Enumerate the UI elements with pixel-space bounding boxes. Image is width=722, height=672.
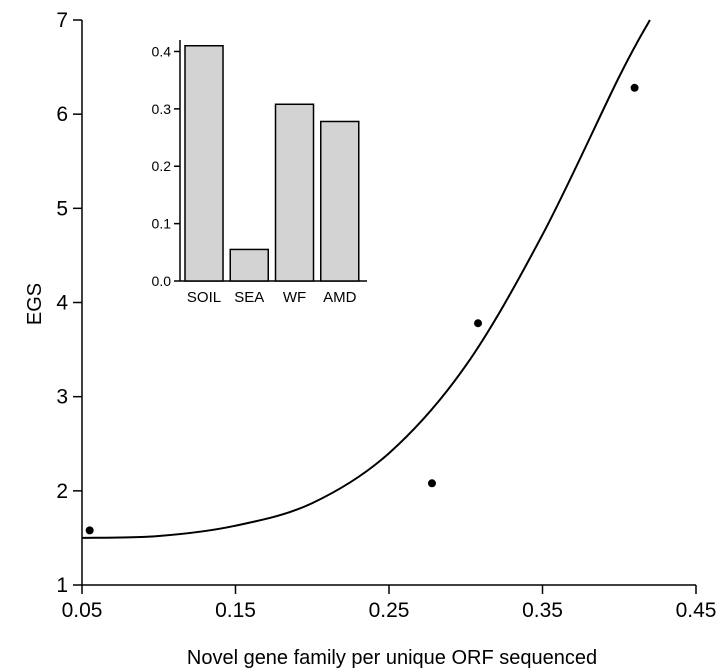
main-x-ticks: 0.05 0.15 0.25 0.35 0.45 bbox=[62, 585, 717, 622]
main-x-tick-label: 0.05 bbox=[62, 599, 103, 622]
main-y-tick-label: 6 bbox=[56, 103, 68, 126]
inset-bar-chart: 0.0 0.1 0.2 0.3 0.4 SOIL SEA WF AMD bbox=[152, 40, 367, 306]
main-y-tick-label: 2 bbox=[56, 480, 68, 503]
main-x-tick-label: 0.15 bbox=[215, 599, 256, 622]
data-point bbox=[474, 319, 483, 328]
main-y-tick-label: 1 bbox=[56, 574, 68, 597]
inset-bar-soil bbox=[184, 44, 224, 282]
main-y-tick-label: 4 bbox=[56, 292, 68, 315]
data-point bbox=[85, 526, 94, 535]
main-y-tick-label: 3 bbox=[56, 386, 68, 409]
inset-bars bbox=[184, 44, 360, 282]
main-axes: 1 2 3 4 5 6 7 0.05 0.15 0.25 0.35 0.45 bbox=[56, 9, 716, 622]
inset-bar-wf bbox=[274, 103, 315, 282]
y-axis-title: EGS bbox=[24, 283, 46, 325]
data-point bbox=[630, 83, 639, 92]
inset-category-label: SOIL bbox=[187, 289, 221, 306]
inset-y-tick-label: 0.4 bbox=[152, 43, 172, 59]
main-x-tick-label: 0.45 bbox=[676, 599, 717, 622]
inset-category-label: SEA bbox=[234, 289, 264, 306]
inset-bar-sea bbox=[229, 248, 270, 282]
data-points bbox=[85, 83, 639, 535]
inset-y-ticks: 0.0 0.1 0.2 0.3 0.4 bbox=[152, 43, 180, 289]
main-x-tick-label: 0.35 bbox=[522, 599, 563, 622]
main-y-ticks: 1 2 3 4 5 6 7 bbox=[56, 9, 82, 597]
inset-category-labels: SOIL SEA WF AMD bbox=[187, 289, 357, 306]
inset-y-tick-label: 0.0 bbox=[152, 273, 172, 289]
inset-category-label: WF bbox=[283, 289, 306, 306]
inset-y-tick-label: 0.2 bbox=[152, 158, 172, 174]
inset-bar-amd bbox=[320, 120, 360, 282]
data-point bbox=[427, 479, 436, 488]
x-axis-title: Novel gene family per unique ORF sequenc… bbox=[187, 647, 597, 669]
inset-y-tick-label: 0.3 bbox=[152, 101, 172, 117]
main-y-tick-label: 5 bbox=[56, 197, 68, 220]
inset-y-tick-label: 0.1 bbox=[152, 216, 172, 232]
inset-category-label: AMD bbox=[323, 289, 357, 306]
fit-curve-line bbox=[81, 19, 651, 539]
main-x-tick-label: 0.25 bbox=[369, 599, 410, 622]
main-y-tick-label: 7 bbox=[56, 9, 68, 32]
